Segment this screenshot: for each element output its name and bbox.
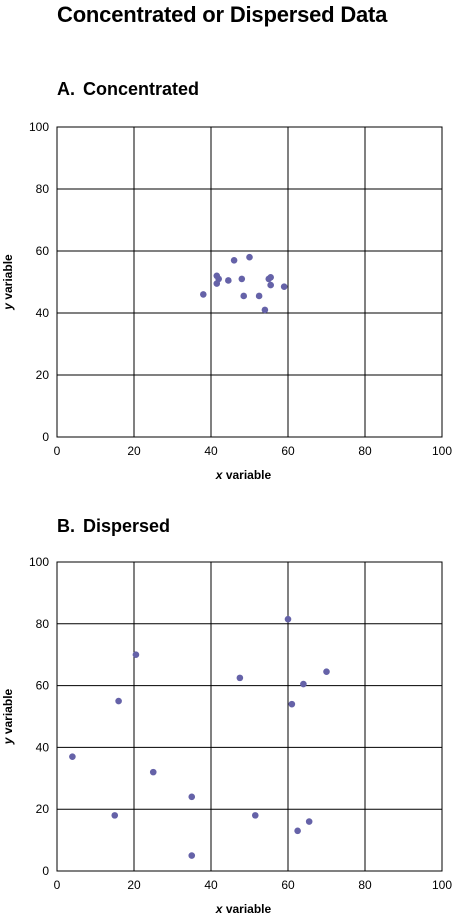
chart-b-point-11	[288, 700, 296, 708]
chart-a-x-axis-var: x	[215, 468, 224, 482]
chart-a-x-tick-label: 20	[127, 444, 141, 458]
chart-a-point-8	[240, 292, 248, 300]
chart-b-x-tick-label: 20	[127, 878, 141, 892]
chart-a-point-6	[230, 257, 238, 264]
chart-a-point-4	[215, 275, 222, 283]
chart-b-y-tick-label: 40	[36, 740, 50, 754]
chart-b-y-tick-label: 60	[36, 679, 50, 693]
chart-b-letter: B.	[57, 516, 75, 536]
chart-a-title-text: Concentrated	[83, 79, 200, 99]
chart-a-y-axis-var: y	[1, 302, 15, 311]
chart-a-x-tick-label: 0	[54, 444, 61, 458]
page-title: Concentrated or Dispersed Data	[57, 2, 388, 27]
chart-a-x-axis-label: x variable	[215, 468, 272, 482]
chart-a-y-axis-label: y variable	[1, 254, 15, 311]
chart-b-title-text: Dispersed	[83, 516, 171, 536]
chart-b-y-tick-label: 0	[42, 864, 49, 878]
chart-a-letter: A.	[57, 79, 75, 99]
chart-b-point-10	[284, 615, 292, 623]
chart-b-x-tick-label: 40	[204, 878, 218, 892]
chart-a-point-15	[280, 283, 288, 290]
chart-a-point-9	[246, 253, 253, 261]
chart-b-x-tick-label: 100	[432, 878, 452, 892]
chart-a-y-tick-label: 40	[36, 306, 50, 320]
chart-b-x-axis-label: x variable	[215, 902, 272, 916]
chart-a-y-tick-label: 80	[36, 182, 50, 196]
chart-b-point-4	[132, 651, 140, 658]
chart-b-point-2	[111, 812, 119, 819]
chart-b-point-1	[69, 753, 76, 760]
chart-b-point-13	[300, 680, 307, 688]
chart-b-y-axis-var: y	[1, 736, 15, 745]
chart-a-x-tick-label: 80	[358, 444, 372, 458]
chart-b-x-axis-rest: variable	[222, 902, 271, 916]
chart-b-point-14	[305, 818, 313, 825]
chart-a-point-13	[267, 281, 274, 289]
chart-b-x-tick-label: 80	[358, 878, 372, 892]
chart-a-point-10	[255, 292, 263, 300]
chart-b-x-tick-label: 60	[281, 878, 295, 892]
chart-b-y-axis-label: y variable	[1, 688, 15, 745]
chart-a-point-5	[225, 277, 232, 284]
chart-a-x-axis-rest: variable	[222, 468, 271, 482]
chart-a-point-14	[267, 274, 274, 281]
chart-a-title: A. Concentrated	[57, 79, 199, 100]
chart-b-plot-frame	[56, 561, 443, 872]
chart-b-point-6	[188, 793, 196, 801]
chart-b-point-5	[149, 768, 157, 776]
chart-a-point-7	[238, 275, 246, 283]
chart-b-point-7	[188, 852, 196, 859]
chart-a-y-axis-rest: variable	[1, 254, 15, 303]
chart-b-point-3	[115, 697, 122, 705]
chart-a-y-tick-label: 20	[36, 368, 50, 382]
chart-a-x-tick-label: 40	[204, 444, 218, 458]
chart-a-y-tick-label: 100	[29, 120, 49, 134]
chart-b-y-axis-rest: variable	[1, 688, 15, 737]
chart-b-y-tick-label: 100	[29, 555, 49, 569]
chart-b-title: B. Dispersed	[57, 516, 170, 537]
chart-a-point-11	[261, 306, 269, 314]
chart-a-y-tick-label: 60	[36, 244, 50, 258]
chart-b-point-15	[323, 668, 330, 675]
chart-b-x-axis-var: x	[215, 902, 224, 916]
chart-b-y-tick-label: 20	[36, 802, 50, 816]
chart-a-point-1	[200, 291, 207, 298]
chart-a-x-tick-label: 100	[432, 444, 452, 458]
chart-b-x-tick-label: 0	[54, 878, 61, 892]
chart-a-plot-frame	[56, 126, 443, 438]
chart-a-x-tick-label: 60	[281, 444, 295, 458]
chart-b-y-tick-label: 80	[36, 617, 50, 631]
chart-b-point-9	[251, 812, 259, 819]
chart-b-point-12	[294, 827, 301, 835]
chart-a-y-tick-label: 0	[42, 430, 49, 444]
chart-b-point-8	[236, 674, 244, 682]
